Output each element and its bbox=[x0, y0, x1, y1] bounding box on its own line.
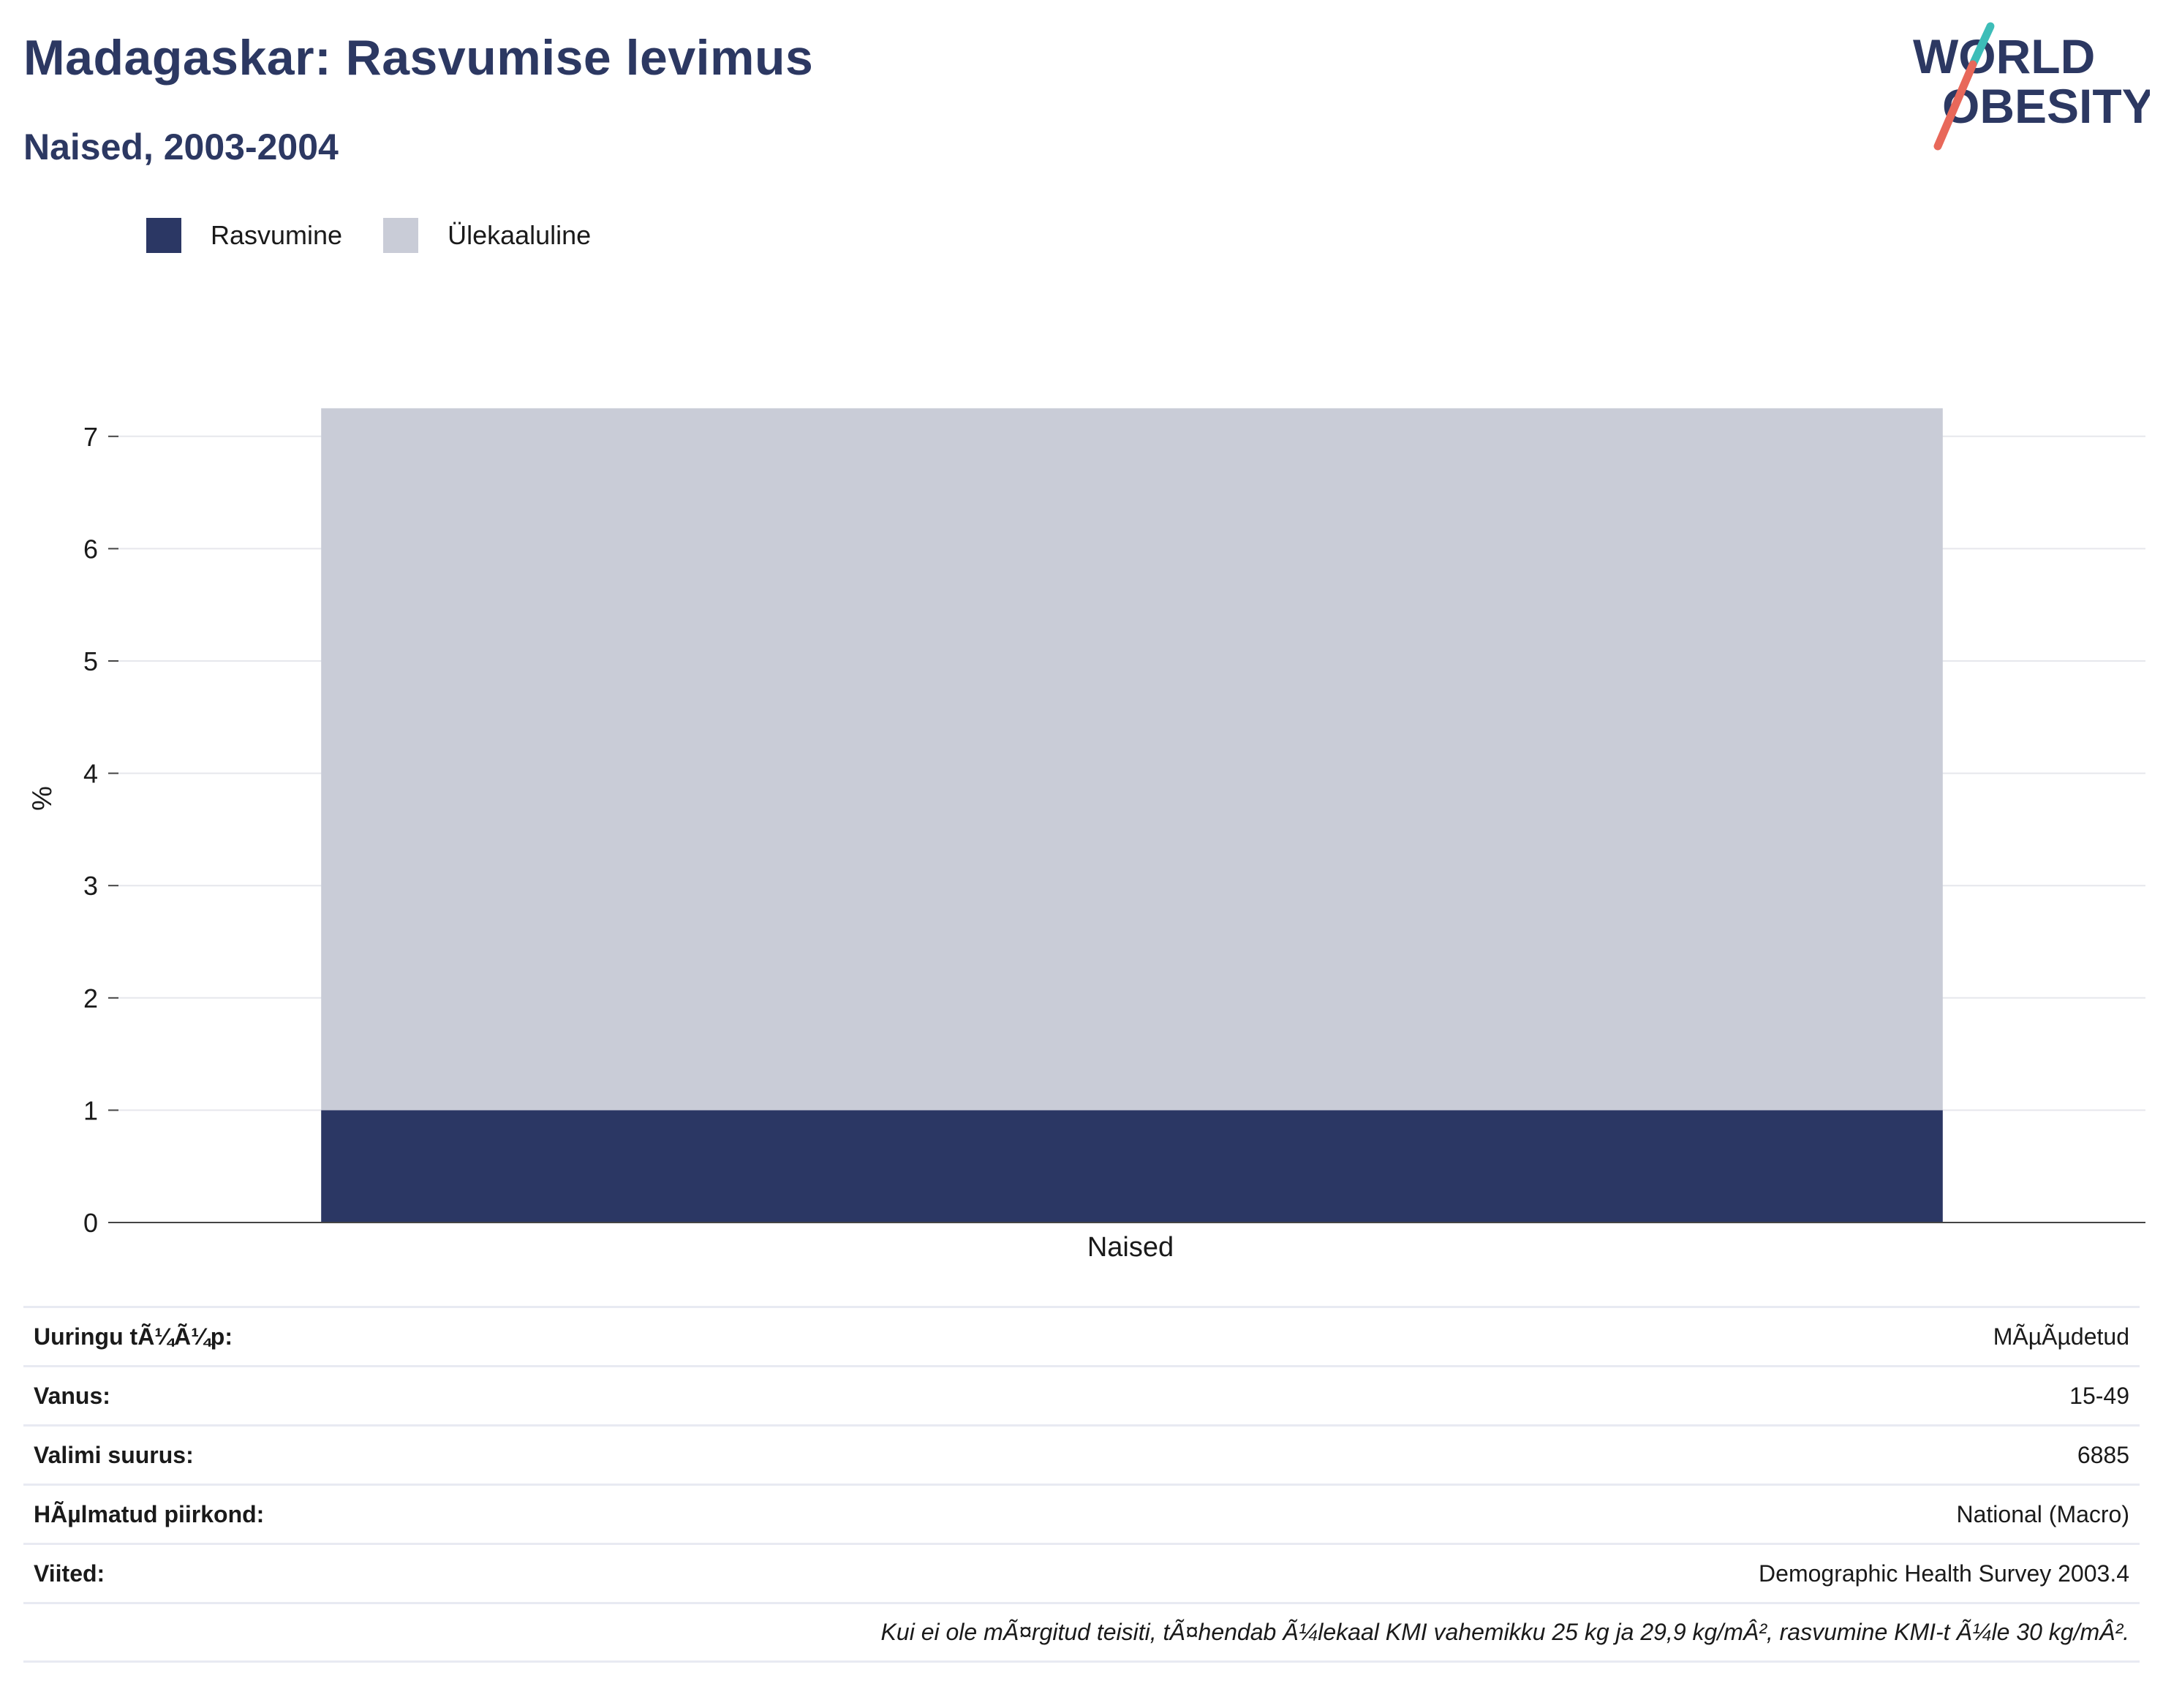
row-value: 15-49 bbox=[2069, 1382, 2129, 1409]
row-label: Uuringu tÃ¼Ã¼p: bbox=[34, 1323, 233, 1350]
table-row: Viited: Demographic Health Survey 2003.4 bbox=[23, 1543, 2140, 1602]
y-tick-labels: 0 1 2 3 4 5 6 7 bbox=[83, 422, 118, 1238]
legend-swatch-rasvumine bbox=[146, 218, 181, 253]
legend-label-ylekaaluline: Ülekaaluline bbox=[448, 220, 592, 250]
legend-item-rasvumine[interactable]: Rasvumine bbox=[146, 218, 342, 253]
bar-segment-rasvumine[interactable] bbox=[321, 1110, 1943, 1223]
row-value: 6885 bbox=[2077, 1441, 2129, 1468]
row-label: HÃµlmatud piirkond: bbox=[34, 1500, 265, 1527]
survey-info-table: Uuringu tÃ¼Ã¼p: MÃµÃµdetud Vanus: 15-49 … bbox=[23, 1306, 2140, 1663]
table-row: Valimi suurus: 6885 bbox=[23, 1424, 2140, 1484]
y-axis-label: % bbox=[27, 786, 58, 811]
page-subtitle: Naised, 2003-2004 bbox=[23, 126, 339, 167]
y-tick-label: 3 bbox=[83, 871, 98, 901]
legend-label-rasvumine: Rasvumine bbox=[211, 220, 343, 250]
chart-legend: Rasvumine Ülekaaluline bbox=[146, 216, 632, 254]
x-tick-label: Naised bbox=[1087, 1232, 1174, 1263]
row-label: Valimi suurus: bbox=[34, 1441, 194, 1468]
table-row: Uuringu tÃ¼Ã¼p: MÃµÃµdetud bbox=[23, 1306, 2140, 1365]
legend-item-ylekaaluline[interactable]: Ülekaaluline bbox=[383, 218, 591, 253]
logo-text-world: WORLD bbox=[1913, 29, 2095, 83]
table-row: Vanus: 15-49 bbox=[23, 1365, 2140, 1424]
y-tick-label: 4 bbox=[83, 759, 98, 789]
y-tick-label: 2 bbox=[83, 983, 98, 1013]
row-value: Demographic Health Survey 2003.4 bbox=[1759, 1560, 2129, 1587]
y-tick-label: 6 bbox=[83, 534, 98, 564]
logo-slash-teal bbox=[1968, 22, 1995, 69]
y-tick-label: 7 bbox=[83, 422, 98, 452]
y-tick-label: 0 bbox=[83, 1208, 98, 1238]
bars bbox=[321, 408, 1943, 1223]
logo-text-obesity: OBESITY bbox=[1942, 79, 2150, 133]
y-tick-label: 1 bbox=[83, 1095, 98, 1125]
bar-segment-ylekaaluline[interactable] bbox=[321, 408, 1943, 1111]
row-label: Viited: bbox=[34, 1560, 105, 1587]
row-label: Vanus: bbox=[34, 1382, 110, 1409]
footnote-text: Kui ei ole mÃ¤rgitud teisiti, tÃ¤hendab … bbox=[880, 1619, 2129, 1645]
legend-swatch-ylekaaluline bbox=[383, 218, 419, 253]
stacked-bar-chart: 0 1 2 3 4 5 6 7 % Naised bbox=[27, 408, 2145, 1263]
row-value: MÃµÃµdetud bbox=[1993, 1323, 2129, 1350]
logo-slash-coral bbox=[1933, 60, 1977, 151]
page-title: Madagaskar: Rasvumise levimus bbox=[23, 30, 814, 86]
y-tick-label: 5 bbox=[83, 646, 98, 676]
footnote: Kui ei ole mÃ¤rgitud teisiti, tÃ¤hendab … bbox=[23, 1602, 2140, 1663]
row-value: National (Macro) bbox=[1956, 1500, 2129, 1527]
world-obesity-logo: WORLD OBESITY bbox=[1913, 22, 2150, 151]
table-row: HÃµlmatud piirkond: National (Macro) bbox=[23, 1484, 2140, 1543]
